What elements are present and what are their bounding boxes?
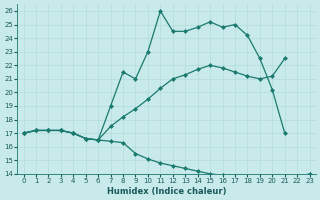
- X-axis label: Humidex (Indice chaleur): Humidex (Indice chaleur): [107, 187, 226, 196]
